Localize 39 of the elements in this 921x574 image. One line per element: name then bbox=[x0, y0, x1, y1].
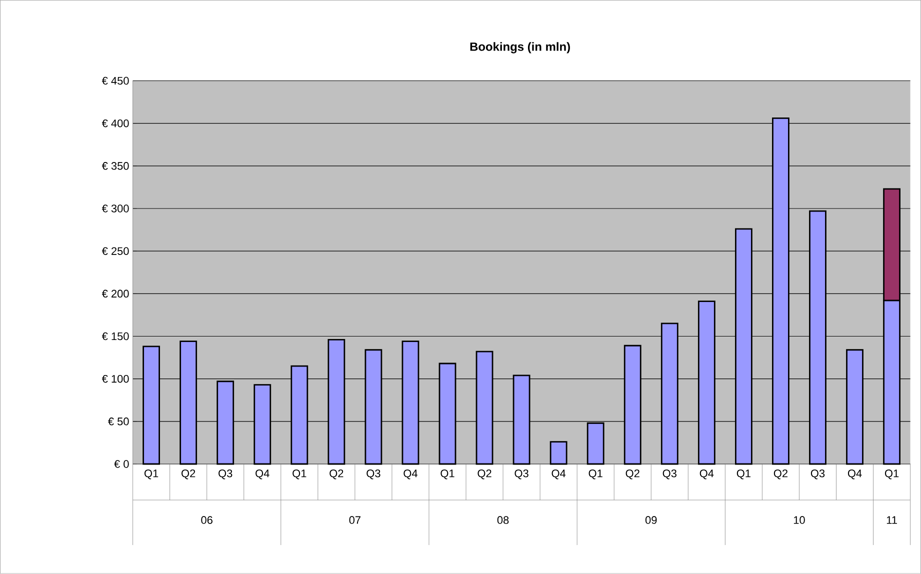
x-tick-label: Q4 bbox=[256, 470, 270, 480]
y-tick-label: € 450 bbox=[102, 76, 129, 85]
x-tick-label: Q1 bbox=[144, 470, 158, 480]
y-tick-label: € 50 bbox=[108, 418, 129, 426]
x-tick-label: Q1 bbox=[884, 470, 899, 480]
chart-title: Bookings (in mln) bbox=[470, 42, 570, 54]
x-tick-label: Q3 bbox=[514, 470, 528, 480]
x-tick-label: Q1 bbox=[588, 470, 602, 480]
y-tick-label: € 250 bbox=[102, 247, 129, 256]
x-tick-label: Q2 bbox=[774, 470, 788, 480]
x-tick-label: Q3 bbox=[218, 470, 232, 480]
x-tick-label: Q3 bbox=[366, 470, 380, 480]
x-tick-label: Q3 bbox=[810, 470, 825, 480]
x-tick-label: Q4 bbox=[404, 470, 418, 480]
text: 08 bbox=[497, 516, 509, 524]
text: 06 bbox=[201, 516, 212, 524]
y-tick-label: € 100 bbox=[102, 375, 129, 383]
x-tick-label: Q1 bbox=[440, 470, 454, 480]
x-tick-label: Q2 bbox=[182, 470, 196, 480]
x-tick-label: Q2 bbox=[478, 470, 492, 480]
y-tick-label: € 400 bbox=[102, 120, 129, 128]
y-tick-label: € 200 bbox=[102, 290, 129, 298]
y-tick-label: € 300 bbox=[102, 204, 129, 212]
x-tick-label: Q2 bbox=[626, 470, 640, 480]
x-tick-label: Q2 bbox=[330, 470, 344, 480]
text: 09 bbox=[645, 516, 657, 524]
x-tick-label: Q1 bbox=[736, 470, 750, 480]
text: 10 bbox=[794, 516, 805, 524]
x-tick-label: Q4 bbox=[700, 470, 714, 480]
text: 11 bbox=[886, 516, 897, 524]
y-tick-label: € 150 bbox=[102, 332, 129, 340]
y-tick-label: € 350 bbox=[102, 162, 129, 170]
x-tick-label: Q1 bbox=[292, 470, 306, 480]
y-tick-label: € 0 bbox=[114, 460, 129, 468]
x-tick-label: Q4 bbox=[552, 470, 566, 480]
x-tick-label: Q3 bbox=[662, 470, 676, 480]
x-tick-label: Q4 bbox=[848, 470, 862, 480]
bar bbox=[550, 441, 568, 465]
text: 07 bbox=[349, 516, 360, 524]
